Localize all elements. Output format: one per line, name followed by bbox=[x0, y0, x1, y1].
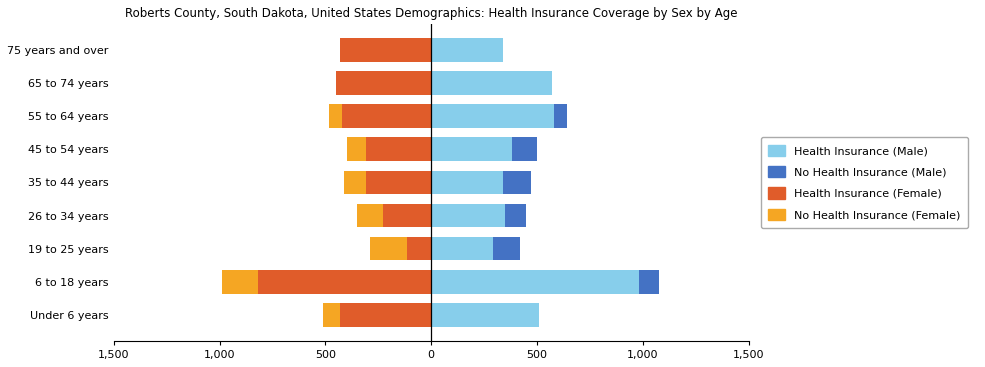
Bar bbox=[492, 237, 520, 261]
Bar bbox=[431, 105, 554, 128]
Bar bbox=[370, 237, 407, 261]
Bar bbox=[431, 303, 539, 327]
Bar bbox=[345, 171, 365, 195]
Bar bbox=[258, 270, 431, 294]
Bar bbox=[505, 204, 526, 228]
Bar bbox=[431, 204, 505, 228]
Bar bbox=[431, 171, 503, 195]
Bar bbox=[329, 105, 343, 128]
Bar bbox=[343, 105, 431, 128]
Bar bbox=[358, 204, 382, 228]
Bar bbox=[431, 270, 638, 294]
Bar bbox=[340, 303, 431, 327]
Title: Roberts County, South Dakota, United States Demographics: Health Insurance Cover: Roberts County, South Dakota, United Sta… bbox=[125, 7, 738, 20]
Bar bbox=[431, 71, 552, 95]
Bar bbox=[554, 105, 566, 128]
Bar bbox=[340, 38, 431, 62]
Bar bbox=[511, 138, 537, 161]
Bar bbox=[336, 71, 431, 95]
Bar bbox=[222, 270, 258, 294]
Bar bbox=[407, 237, 431, 261]
Bar bbox=[503, 171, 531, 195]
Bar bbox=[365, 138, 431, 161]
Bar bbox=[431, 38, 503, 62]
Bar bbox=[347, 138, 365, 161]
Bar bbox=[365, 171, 431, 195]
Bar bbox=[382, 204, 431, 228]
Bar bbox=[323, 303, 340, 327]
Legend: Health Insurance (Male), No Health Insurance (Male), Health Insurance (Female), : Health Insurance (Male), No Health Insur… bbox=[760, 137, 968, 228]
Bar bbox=[431, 138, 511, 161]
Bar bbox=[431, 237, 492, 261]
Bar bbox=[638, 270, 659, 294]
